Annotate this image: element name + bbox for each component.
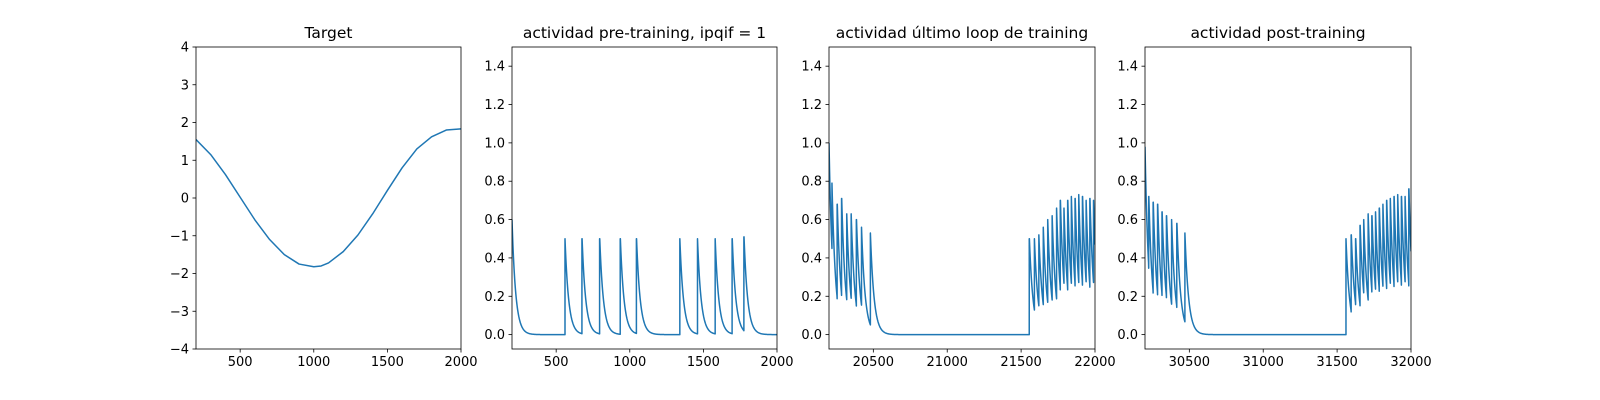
- y-tick-label: 0.4: [484, 251, 505, 266]
- x-tick-label: 500: [544, 355, 569, 370]
- chart-title: actividad post-training: [1190, 24, 1365, 42]
- axes-frame: [1144, 46, 1412, 350]
- y-tick-label: 0.6: [1117, 213, 1138, 228]
- chart-3: 20500 21000 21500 22000 0.0 0.2 0.4 0.6 0.8 1.0 1.…: [801, 24, 1115, 370]
- y-tick-label: 1.0: [1117, 136, 1138, 151]
- chart-title: actividad pre-training, ipqif = 1: [523, 24, 766, 42]
- y-tick-label: 1.4: [801, 60, 822, 75]
- x-tick-label: 500: [228, 355, 253, 370]
- y-tick-label: 0.0: [1117, 328, 1138, 343]
- y-tick-label: 4: [181, 41, 189, 56]
- x-tick-label: 22000: [1074, 355, 1115, 370]
- y-tick-label: 0.2: [484, 290, 505, 305]
- y-tick-label: 0.2: [801, 290, 822, 305]
- y-tick-label: 0.6: [484, 213, 505, 228]
- y-tick-label: 1.2: [1117, 98, 1138, 113]
- y-tick-label: 0.4: [801, 251, 822, 266]
- y-tick-label: 1.0: [801, 136, 822, 151]
- y-tick-label: 0.0: [801, 328, 822, 343]
- series-line: [512, 219, 777, 336]
- x-tick-label: 31000: [1243, 355, 1284, 370]
- y-tick-label: 0.6: [801, 213, 822, 228]
- y-tick-label: 0.0: [484, 328, 505, 343]
- y-tick-label: 0: [181, 192, 189, 207]
- y-tick-label: −2: [170, 267, 189, 282]
- y-tick-label: 1.4: [1117, 60, 1138, 75]
- x-tick-label: 21500: [1000, 355, 1041, 370]
- x-tick-label: 1000: [297, 355, 330, 370]
- x-tick-label: 2000: [444, 355, 477, 370]
- x-tick-label: 1500: [371, 355, 404, 370]
- x-tick-label: 2000: [760, 355, 793, 370]
- y-tick-label: 1.0: [484, 136, 505, 151]
- chart-1: 500 1000 1500 2000 −4 −3 −2 −1 0 1 2 3 4 Target: [170, 24, 478, 370]
- series-line: [1145, 146, 1411, 336]
- chart-2: 500 1000 1500 2000 0.0 0.2 0.4 0.6 0.8 1.0 1.2 1.4 a…: [484, 24, 793, 370]
- y-tick-label: −1: [170, 229, 189, 244]
- chart-4: 30500 31000 31500 32000 0.0 0.2 0.4 0.6 0.8 1.0 1.…: [1117, 24, 1431, 370]
- series-line: [196, 128, 461, 268]
- y-tick-label: 0.4: [1117, 251, 1138, 266]
- axes-frame: [828, 46, 1096, 350]
- x-tick-label: 1500: [687, 355, 720, 370]
- y-tick-label: 1.2: [801, 98, 822, 113]
- y-tick-label: 0.8: [801, 175, 822, 190]
- y-tick-label: 0.8: [484, 175, 505, 190]
- y-tick-label: 1.4: [484, 60, 505, 75]
- x-tick-label: 20500: [853, 355, 894, 370]
- x-tick-label: 21000: [927, 355, 968, 370]
- y-tick-label: −4: [170, 343, 189, 358]
- y-tick-label: 3: [181, 78, 189, 93]
- axes-frame: [511, 46, 778, 350]
- chart-title: Target: [304, 24, 353, 42]
- x-tick-label: 30500: [1169, 355, 1210, 370]
- x-tick-label: 31500: [1316, 355, 1357, 370]
- y-tick-label: 1.2: [484, 98, 505, 113]
- y-tick-label: 0.8: [1117, 175, 1138, 190]
- y-tick-label: 2: [181, 116, 189, 131]
- x-tick-label: 32000: [1390, 355, 1431, 370]
- chart-title: actividad último loop de training: [836, 24, 1088, 42]
- y-tick-label: 1: [181, 154, 189, 169]
- y-tick-label: −3: [170, 305, 189, 320]
- x-tick-label: 1000: [613, 355, 646, 370]
- series-line: [829, 142, 1095, 336]
- y-tick-label: 0.2: [1117, 290, 1138, 305]
